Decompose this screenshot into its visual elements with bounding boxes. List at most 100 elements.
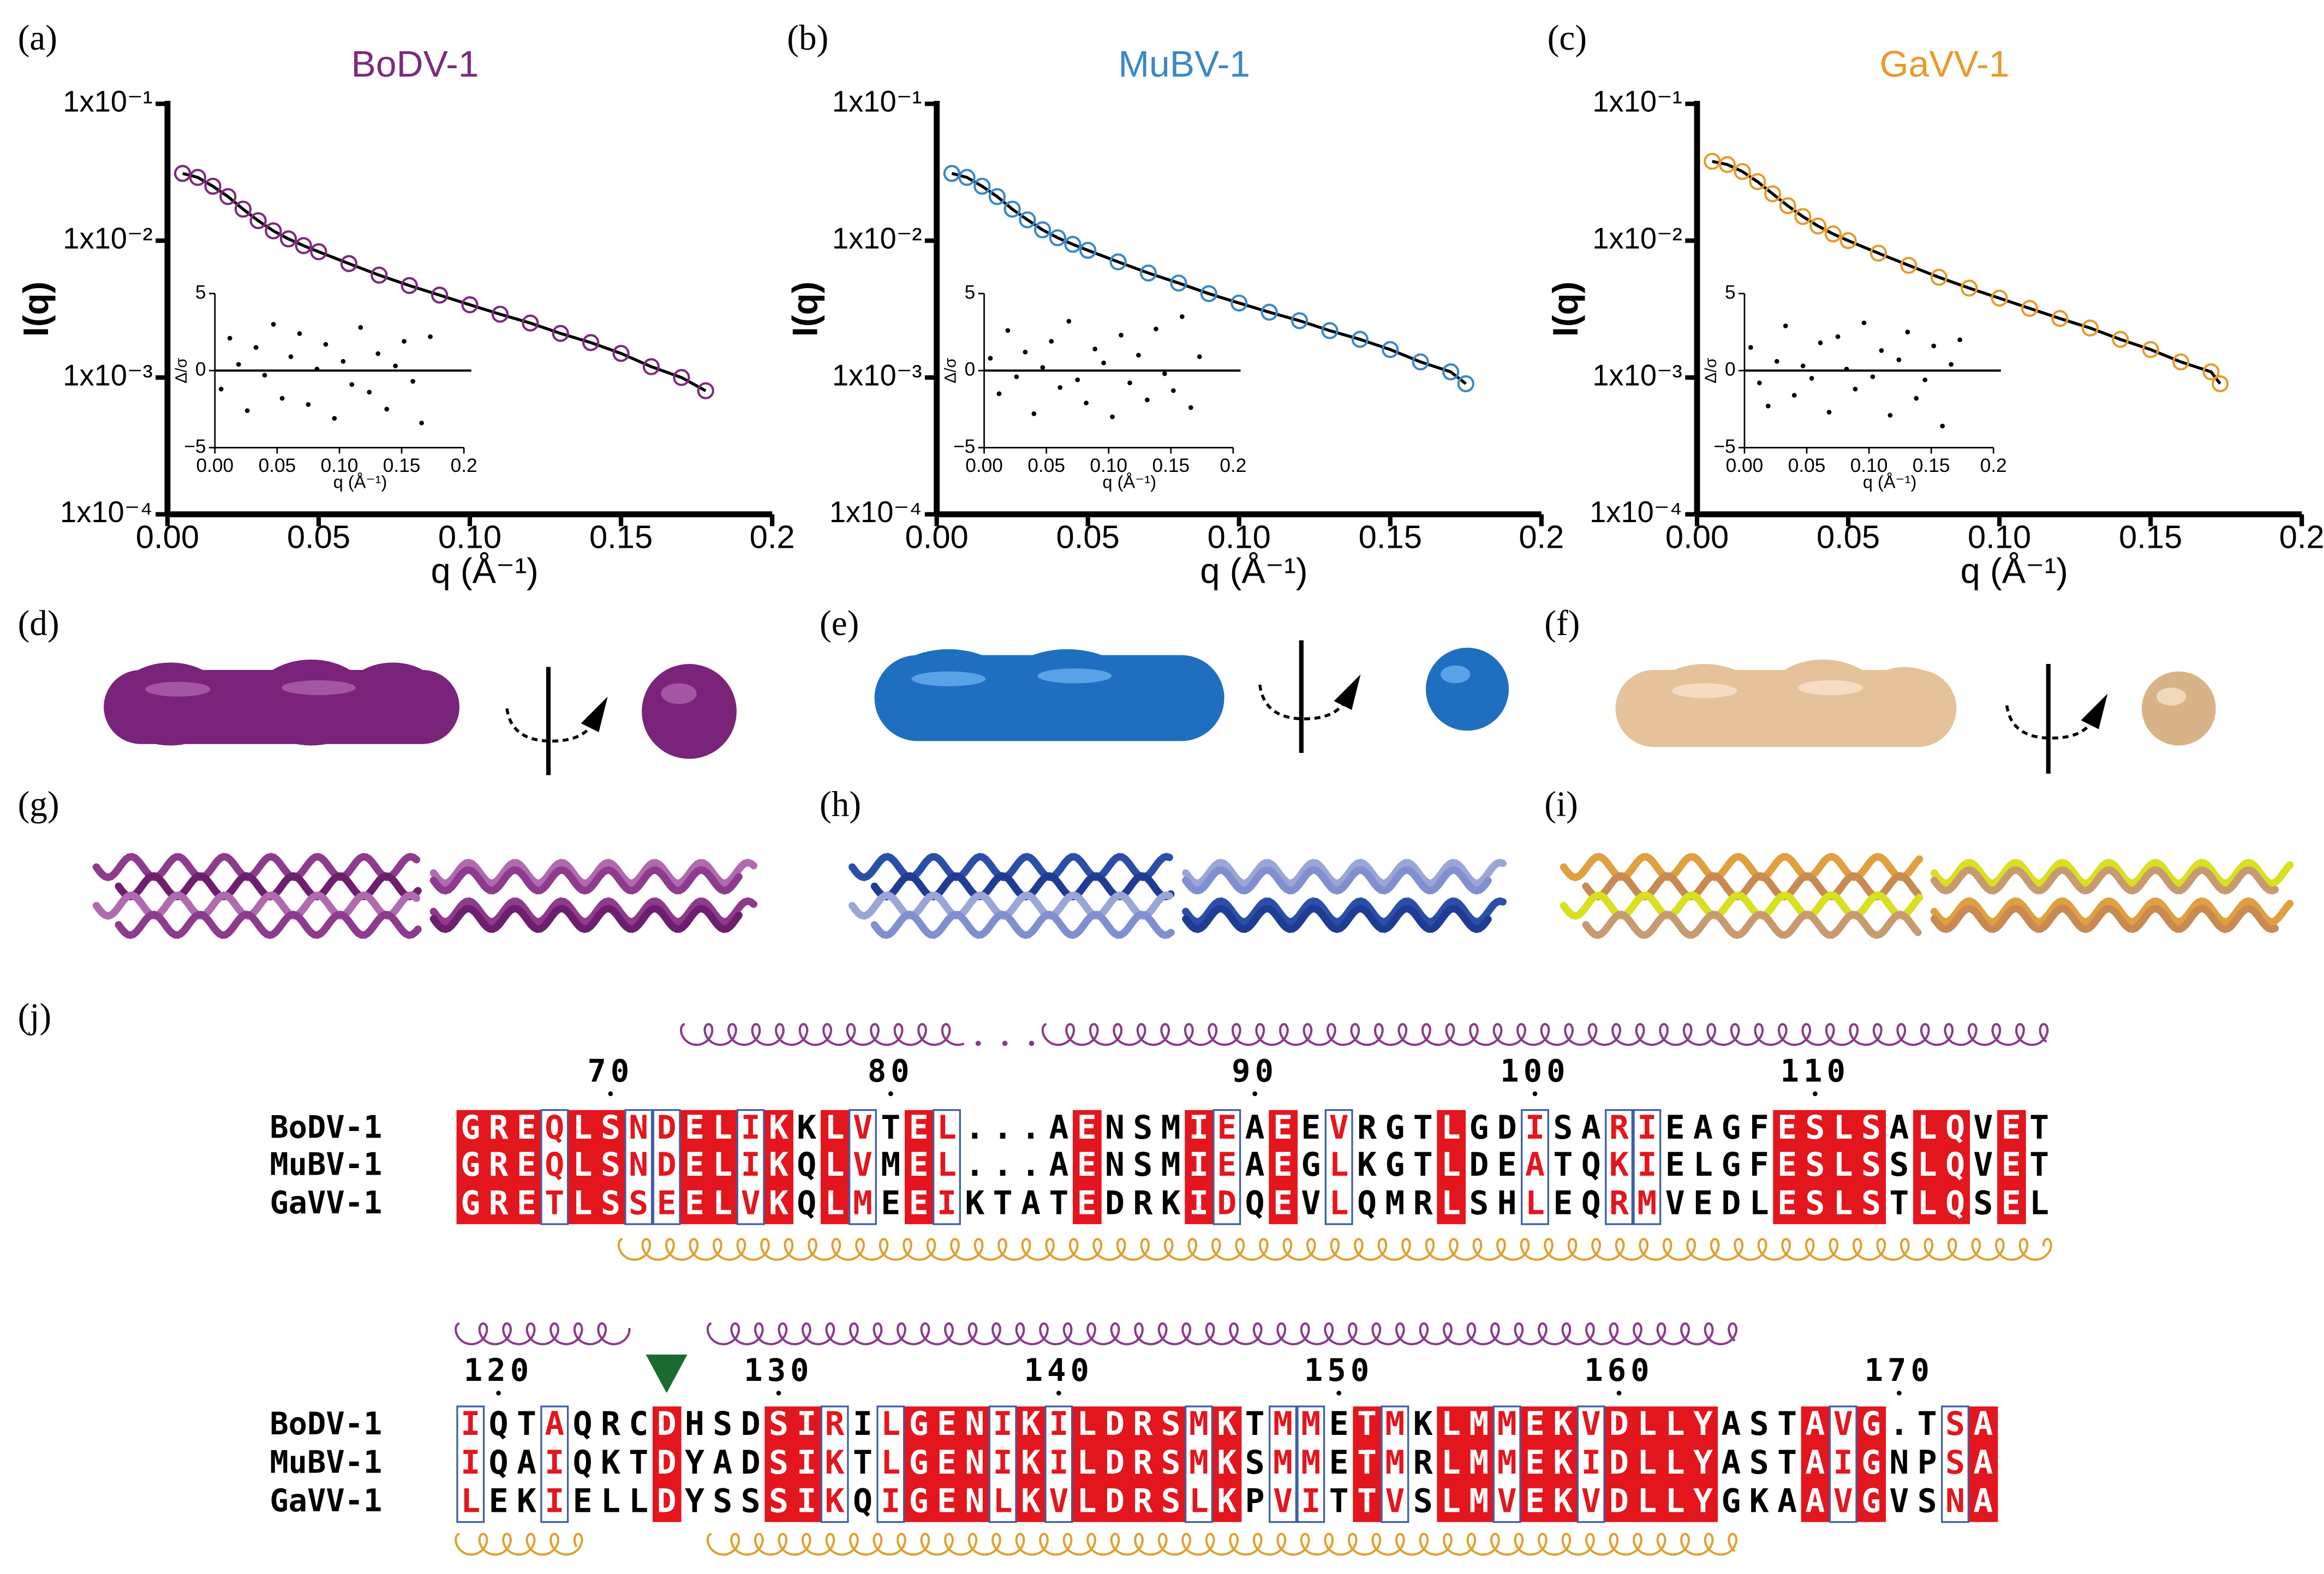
inset-y-tick-label: 5 [965,282,976,303]
sequence-name: MuBV-1 [270,1146,382,1182]
panel-label: (h) [820,785,861,824]
data-point [1949,362,1954,367]
data-point [1170,274,1187,292]
inset-x-tick-label: 0.10 [321,455,359,476]
similar-column [933,1109,961,1225]
data-point [204,177,222,195]
data-point [2051,310,2069,327]
x-tick-label: 0.00 [1665,519,1729,555]
data-point [1023,350,1028,355]
similar-column [1633,1109,1662,1225]
data-point [314,367,320,372]
similar-column [1941,1405,1970,1523]
helix-ribbon [1930,905,2279,933]
data-point [1931,343,1937,349]
conserved-column [1269,1110,1298,1224]
helix-ribbon [1182,858,1507,888]
y-tick-label: 1x10⁻⁴ [60,495,153,529]
conserved-column [1969,1406,1998,1522]
data-point [234,200,252,218]
x-tick-label: 0.2 [1519,519,1564,555]
data-point [1058,385,1063,390]
y-axis-label: I(q) [16,282,56,337]
similar-column [540,1405,569,1523]
data-point [2112,331,2129,348]
ruler-dot [1813,1091,1818,1097]
data-point [218,386,224,392]
conserved-column [1437,1110,1466,1224]
inset-y-label: Δ/σ [942,358,960,384]
conserved-column [680,1110,709,1224]
data-point [1887,412,1893,418]
x-tick-label: 0.10 [1208,519,1271,555]
inset-y-tick-label: 5 [195,282,206,303]
data-point [1003,200,1021,218]
residue-number: 140 [1024,1352,1094,1389]
similar-column [1492,1405,1521,1523]
data-point [1765,403,1771,409]
panel-label: (d) [18,604,59,643]
inset-x-tick-label: 0.2 [1980,455,2007,476]
data-point [1896,357,1902,362]
data-point [522,314,539,332]
x-tick-label: 0.2 [2279,519,2324,555]
data-point [1101,360,1106,366]
helix-ribbon [1182,866,1492,895]
y-tick-label: 1x10⁻² [1592,222,1682,255]
sequence-name: GaVV-1 [270,1185,382,1221]
data-point [996,391,1002,396]
inset-x-tick-label: 0.00 [196,455,234,476]
data-point [491,306,509,323]
data-point [410,379,415,384]
x-axis-label: q (Å⁻¹) [431,551,539,591]
conserved-column [1437,1406,1466,1522]
ruler-dot [1897,1391,1902,1396]
data-point [1200,285,1217,302]
conserved-column [820,1110,850,1224]
x-tick-label: 0.10 [438,519,501,555]
data-point [1019,211,1036,229]
data-point [219,188,237,205]
conserved-column [512,1110,541,1224]
x-tick-label: 0.05 [1817,519,1880,555]
data-point [1040,365,1045,370]
data-point [1005,328,1011,333]
similar-column [624,1109,653,1225]
panel-label: (b) [787,19,828,58]
chart-title: MuBV-1 [1118,44,1250,85]
data-point [943,165,960,182]
data-point [349,382,355,387]
x-tick-label: 0.05 [1056,519,1120,555]
data-point [1110,414,1115,420]
data-point [1145,397,1150,403]
data-point [1870,374,1875,379]
data-point [1066,319,1072,324]
conserved-column [1072,1406,1102,1522]
inset-x-label: q (Å⁻¹) [333,471,387,492]
residue-number: 130 [744,1352,813,1389]
conserved-column [1941,1110,1970,1224]
data-point [1442,363,1460,381]
data-point [988,188,1006,205]
data-point [1824,225,1842,243]
conserved-column [904,1110,934,1224]
data-point [1049,339,1054,344]
ruler-dot [1252,1091,1258,1097]
helix-ribbon [1582,911,1922,939]
data-point [375,351,381,356]
turn-dot [1029,1040,1035,1046]
data-point [973,177,991,195]
residue-number: 70 [587,1053,634,1089]
data-point [253,345,259,350]
data-point [1718,155,1736,173]
conserved-column [1661,1406,1690,1522]
data-point [1879,348,1884,353]
data-point [367,390,372,395]
data-point [612,345,630,362]
data-point [1139,264,1157,282]
data-point [1900,256,1917,274]
data-point [1291,312,1309,330]
data-point [1809,217,1827,235]
